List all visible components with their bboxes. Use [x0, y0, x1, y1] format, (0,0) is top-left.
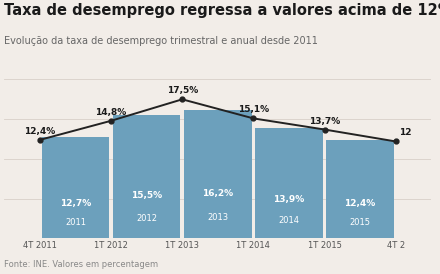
Text: 12,4%: 12,4%	[24, 127, 55, 136]
Text: 2012: 2012	[136, 214, 157, 223]
Text: 2011: 2011	[65, 218, 86, 227]
Text: 16,2%: 16,2%	[202, 189, 233, 198]
Text: Taxa de desemprego regressa a valores acima de 12%: Taxa de desemprego regressa a valores ac…	[4, 3, 440, 18]
Bar	[113, 115, 180, 238]
Text: 12,7%: 12,7%	[60, 199, 91, 208]
Text: 13,7%: 13,7%	[309, 116, 340, 125]
Text: 2015: 2015	[349, 218, 370, 227]
Text: 2013: 2013	[207, 213, 228, 222]
Bar	[184, 110, 252, 238]
Bar	[42, 138, 109, 238]
Text: Evolução da taxa de desemprego trimestral e anual desde 2011: Evolução da taxa de desemprego trimestra…	[4, 36, 318, 45]
Bar	[326, 140, 394, 238]
Bar	[255, 128, 323, 238]
Text: 13,9%: 13,9%	[273, 195, 304, 204]
Text: Fonte: INE. Valores em percentagem: Fonte: INE. Valores em percentagem	[4, 259, 158, 269]
Text: 15,5%: 15,5%	[131, 191, 162, 200]
Text: 17,5%: 17,5%	[167, 86, 198, 95]
Text: 14,8%: 14,8%	[95, 108, 127, 117]
Text: 2014: 2014	[279, 216, 300, 225]
Text: 15,1%: 15,1%	[238, 105, 269, 115]
Text: 12,4%: 12,4%	[345, 199, 376, 209]
Text: 12: 12	[399, 129, 412, 138]
